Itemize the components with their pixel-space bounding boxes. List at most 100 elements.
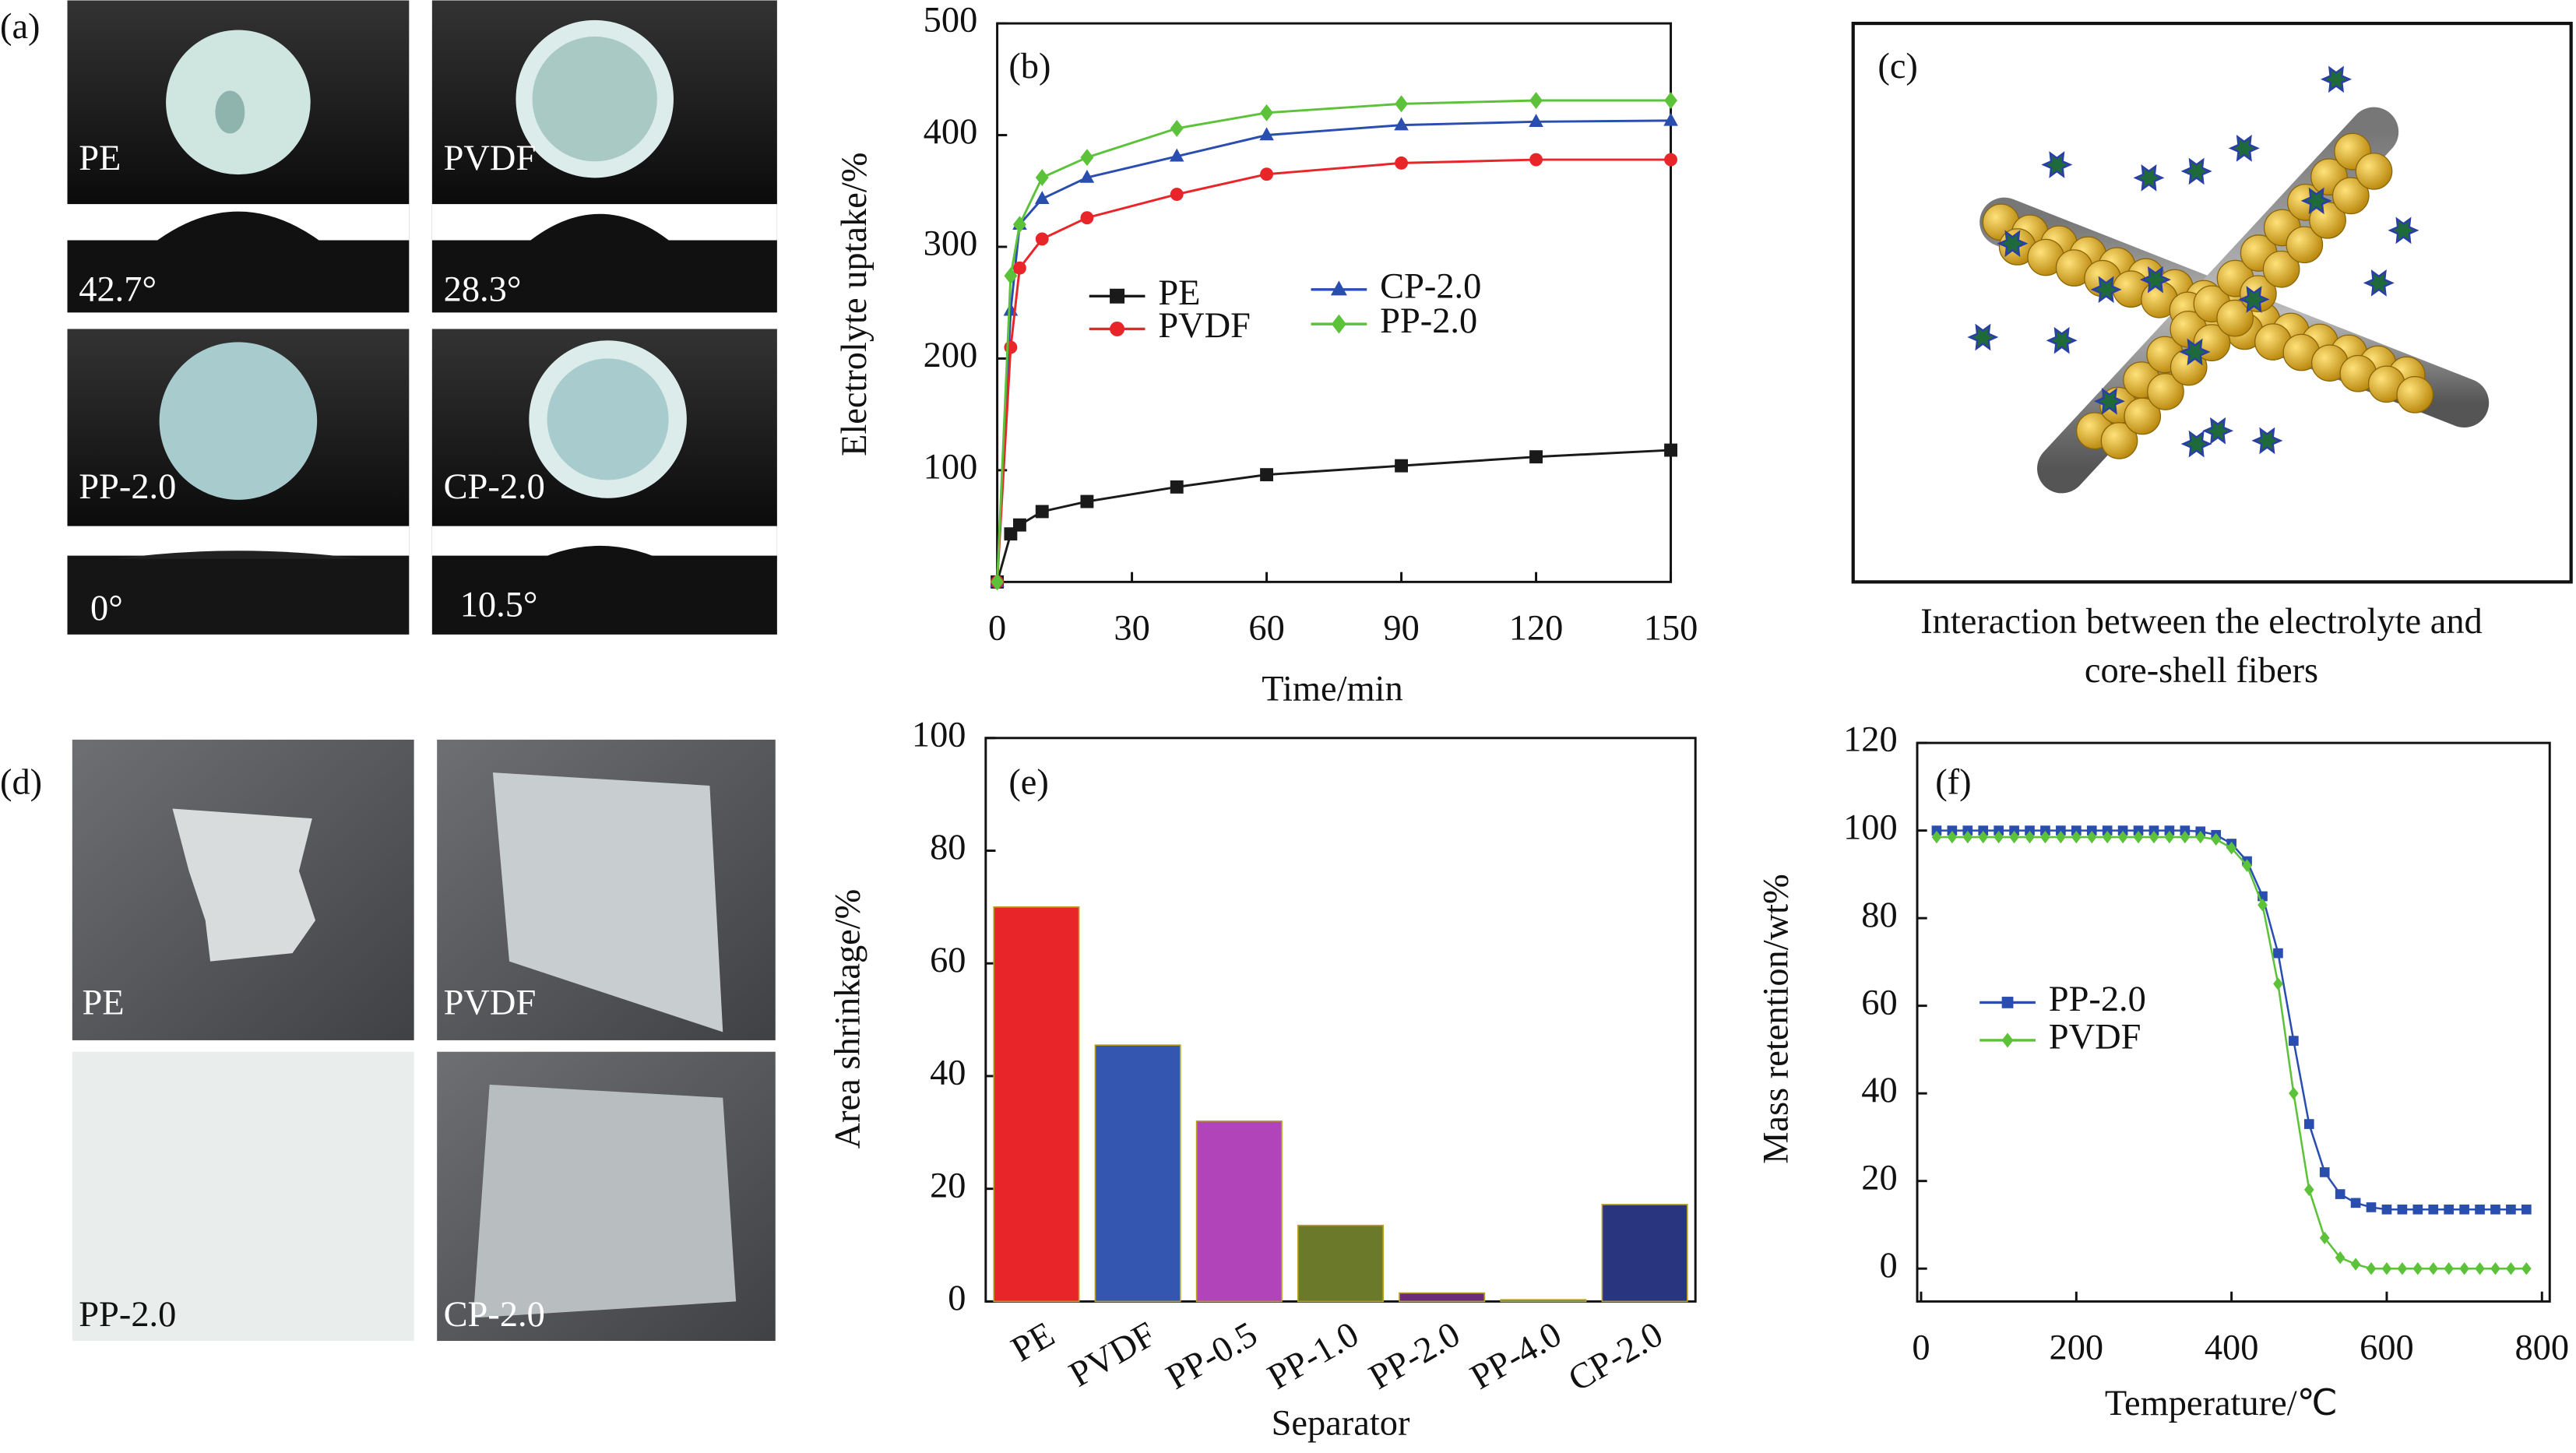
electrolyte-star <box>2139 266 2171 294</box>
marker <box>2335 1189 2345 1199</box>
x-tick-label: PP-4.0 <box>1464 1314 1568 1398</box>
x-tick-label: CP-2.0 <box>1562 1314 1670 1399</box>
legend-marker <box>2001 997 2014 1008</box>
bead <box>2124 397 2162 435</box>
marker <box>1529 153 1543 167</box>
electrolyte-star <box>1997 230 2029 258</box>
marker <box>2521 1261 2532 1275</box>
y-tick-label: 60 <box>930 941 966 980</box>
electrolyte-star <box>2202 417 2234 445</box>
legend-label: CP-2.0 <box>1380 266 1481 306</box>
marker <box>2412 1261 2423 1275</box>
marker <box>1260 167 1274 181</box>
marker <box>2521 1204 2532 1215</box>
marker <box>2086 830 2097 844</box>
plot-frame <box>1916 741 2551 1303</box>
marker <box>2428 1261 2439 1275</box>
marker <box>2303 1183 2314 1197</box>
x-tick-label: 30 <box>1114 608 1149 648</box>
contact-angle: 10.5° <box>460 586 538 625</box>
bead <box>2262 250 2300 288</box>
series-line <box>996 119 1671 582</box>
plot-frame <box>996 22 1673 583</box>
marker <box>2273 948 2283 959</box>
marker <box>2071 825 2082 836</box>
electrolyte-star <box>2388 216 2419 245</box>
marker <box>1169 148 1184 162</box>
sample-label: PP-2.0 <box>79 467 176 507</box>
marker <box>2102 825 2113 836</box>
marker <box>1529 450 1543 464</box>
fiber-illustration <box>1851 21 2573 584</box>
panel-label: (a) <box>0 7 40 47</box>
y-tick-label: 400 <box>924 112 978 152</box>
x-axis-title: Separator <box>1272 1403 1410 1443</box>
bar <box>1297 1224 1385 1303</box>
marker <box>1012 216 1026 234</box>
marker <box>2133 830 2144 844</box>
x-tick-label: PP-1.0 <box>1262 1314 1366 1398</box>
x-tick-label: PVDF <box>1063 1314 1163 1395</box>
sample-label: CP-2.0 <box>444 467 545 507</box>
marker <box>2335 1251 2345 1265</box>
y-tick-label: 0 <box>1879 1246 1897 1286</box>
marker <box>2025 830 2035 844</box>
panel-label: (b) <box>1008 47 1050 86</box>
x-tick-label: 200 <box>2050 1328 2104 1367</box>
sample-label: PE <box>79 139 121 178</box>
contact-angle: 42.7° <box>79 270 157 310</box>
x-tick-label: 60 <box>1248 608 1284 648</box>
marker <box>1012 261 1026 275</box>
marker <box>2319 1167 2330 1177</box>
marker <box>2397 1261 2408 1275</box>
marker <box>1664 443 1677 457</box>
marker <box>1931 830 1942 844</box>
bead <box>2216 299 2254 337</box>
marker <box>2025 825 2035 836</box>
marker <box>1529 114 1543 128</box>
marker <box>1978 825 1989 836</box>
marker <box>1931 825 1942 836</box>
legend-marker <box>2001 1033 2014 1048</box>
marker <box>2381 1261 2392 1275</box>
series-line <box>996 449 1671 582</box>
contact-angle-photos: PE 42.7° PVDF 28.3° PP-2.0 0° CP-2.0 10.… <box>67 0 777 635</box>
electrolyte-star <box>2179 338 2211 366</box>
marker <box>2180 825 2191 836</box>
marker <box>2258 899 2268 912</box>
shrinkage-photos: PE PVDF PP-2.0 CP-2.0 <box>72 739 776 1342</box>
marker <box>991 573 1005 591</box>
y-tick-label: 100 <box>912 715 966 755</box>
marker <box>1529 92 1543 110</box>
bead <box>2147 373 2184 410</box>
marker <box>2459 1204 2469 1215</box>
marker <box>1260 468 1274 482</box>
series-line <box>1936 829 2527 1211</box>
marker <box>2350 1258 2361 1271</box>
marker <box>2086 825 2097 836</box>
y-tick-label: 40 <box>1861 1071 1897 1110</box>
marker <box>2148 825 2159 836</box>
marker <box>2117 830 2128 844</box>
electrolyte-star <box>2251 427 2283 455</box>
marker <box>1012 518 1026 532</box>
electrolyte-star <box>2228 135 2260 162</box>
marker <box>2040 830 2050 844</box>
marker <box>2490 1204 2500 1215</box>
y-tick-label: 60 <box>1861 983 1897 1022</box>
marker <box>2397 1204 2408 1215</box>
marker <box>2226 841 2236 855</box>
y-tick-label: 20 <box>1861 1158 1897 1198</box>
legend-marker <box>1330 280 1347 296</box>
marker <box>1035 169 1049 186</box>
x-axis-title: Time/min <box>1262 669 1402 709</box>
bar <box>1195 1120 1283 1303</box>
sample-label: CP-2.0 <box>444 1295 545 1335</box>
x-tick-label: 150 <box>1644 608 1698 648</box>
y-tick-label: 20 <box>930 1166 966 1205</box>
y-tick-label: 200 <box>924 336 978 375</box>
electrolyte-star <box>2180 157 2212 185</box>
bar <box>1500 1299 1587 1303</box>
marker <box>2117 825 2128 836</box>
electrolyte-star <box>2041 151 2073 178</box>
